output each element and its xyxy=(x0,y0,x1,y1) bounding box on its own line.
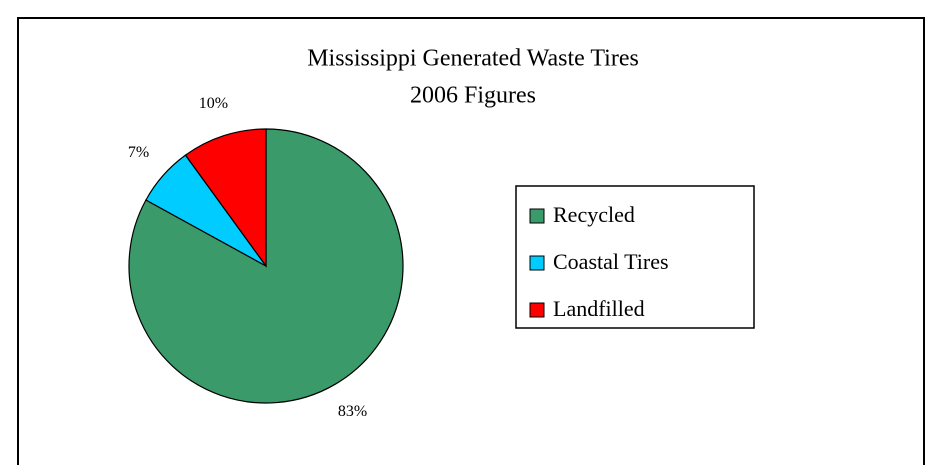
legend-swatch xyxy=(529,208,545,224)
legend-label: Coastal Tires xyxy=(553,249,669,274)
legend-swatch xyxy=(529,302,545,318)
pie-slice xyxy=(128,128,404,404)
chart-border xyxy=(17,17,925,465)
data-label: 7% xyxy=(128,144,149,161)
pie-slice xyxy=(184,128,267,268)
legend-box xyxy=(515,185,755,329)
data-label: 10% xyxy=(199,95,228,112)
chart-title: Mississippi Generated Waste Tires xyxy=(307,46,639,72)
legend-label: Landfilled xyxy=(553,296,645,321)
data-label: 83% xyxy=(338,403,367,420)
chart-subtitle: 2006 Figures xyxy=(410,83,536,109)
legend-label: Recycled xyxy=(553,202,635,227)
legend-swatch xyxy=(529,255,545,271)
